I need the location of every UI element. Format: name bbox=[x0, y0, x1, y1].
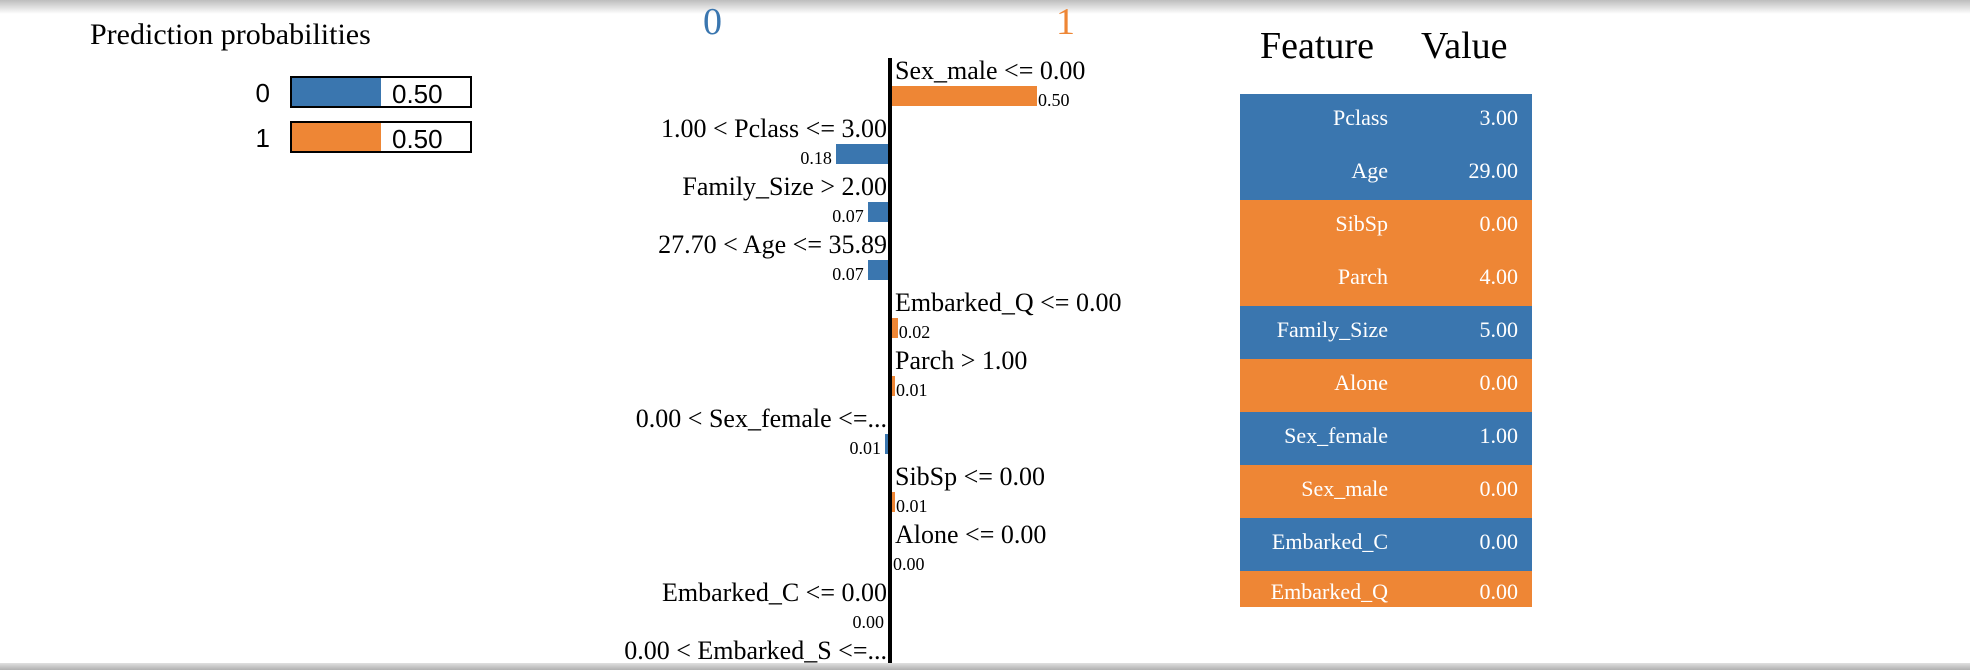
contribution-value: 0.01 bbox=[849, 438, 882, 458]
top-edge-shadow bbox=[0, 0, 1970, 14]
contribution-value: 0.00 bbox=[893, 554, 925, 574]
feature-name-cell: Alone bbox=[1334, 370, 1388, 395]
feature-table-row: Alone 0.00 bbox=[1240, 359, 1532, 412]
contribution-bar bbox=[892, 318, 898, 338]
feature-value-cell: 0.00 bbox=[1479, 370, 1519, 395]
probability-value: 0.50 bbox=[392, 124, 443, 154]
probability-class-label: 0 bbox=[255, 78, 270, 108]
feature-table-row: Sex_female 1.00 bbox=[1240, 412, 1532, 465]
feature-table-row: Age 29.00 bbox=[1240, 147, 1532, 200]
feature-label: Alone <= 0.00 bbox=[895, 520, 1047, 549]
feature-table-row: Parch 4.00 bbox=[1240, 253, 1532, 306]
probability-class-label: 1 bbox=[255, 123, 270, 153]
probability-row-1: 1 0.50 bbox=[240, 121, 480, 155]
contribution-bar bbox=[892, 86, 1037, 106]
probability-bar-box: 0.50 bbox=[290, 76, 472, 109]
feature-label: SibSp <= 0.00 bbox=[895, 462, 1045, 491]
feature-column-header: Feature bbox=[1260, 25, 1374, 67]
feature-value-cell: 3.00 bbox=[1479, 105, 1519, 130]
contribution-value: 0.00 bbox=[852, 612, 885, 632]
contribution-bar bbox=[867, 260, 888, 280]
probability-bar-fill bbox=[292, 78, 381, 106]
probability-bar-fill bbox=[292, 123, 381, 151]
feature-name-cell: SibSp bbox=[1335, 211, 1388, 236]
feature-label: 0.00 < Embarked_S <=... bbox=[624, 636, 887, 665]
feature-value-cell: 4.00 bbox=[1479, 264, 1519, 289]
contribution-value: 0.50 bbox=[1038, 90, 1070, 110]
contribution-bar bbox=[867, 202, 888, 222]
feature-label: Embarked_C <= 0.00 bbox=[661, 578, 887, 607]
contribution-bar bbox=[835, 144, 888, 164]
feature-label: 0.00 < Sex_female <=... bbox=[635, 404, 887, 433]
probability-bar-box: 0.50 bbox=[290, 121, 472, 154]
feature-name-cell: Age bbox=[1351, 158, 1388, 183]
feature-name-cell: Family_Size bbox=[1276, 317, 1388, 342]
feature-label: Sex_male <= 0.00 bbox=[895, 56, 1086, 85]
feature-value-cell: 29.00 bbox=[1468, 158, 1519, 183]
feature-label: 27.70 < Age <= 35.89 bbox=[658, 230, 887, 259]
contribution-value: 0.01 bbox=[896, 496, 928, 516]
feature-table-row: SibSp 0.00 bbox=[1240, 200, 1532, 253]
contribution-value: 0.18 bbox=[800, 148, 832, 168]
contribution-value: 0.02 bbox=[898, 322, 931, 342]
feature-label: Embarked_Q <= 0.00 bbox=[895, 288, 1122, 317]
feature-label: 1.00 < Pclass <= 3.00 bbox=[661, 114, 887, 143]
feature-label: Family_Size > 2.00 bbox=[682, 172, 887, 201]
feature-label: Parch > 1.00 bbox=[895, 346, 1028, 375]
contribution-bar bbox=[892, 492, 895, 512]
feature-value-cell: 0.00 bbox=[1479, 529, 1519, 554]
feature-table-row: Embarked_Q 0.00 bbox=[1240, 571, 1532, 607]
probability-value: 0.50 bbox=[392, 79, 443, 109]
feature-name-cell: Embarked_Q bbox=[1270, 579, 1388, 604]
feature-value-cell: 0.00 bbox=[1479, 211, 1519, 236]
bottom-edge-shadow bbox=[0, 663, 1970, 670]
contribution-value: 0.01 bbox=[896, 380, 928, 400]
feature-value-cell: 0.00 bbox=[1479, 579, 1519, 604]
contribution-bar bbox=[892, 376, 895, 396]
feature-name-cell: Embarked_C bbox=[1271, 529, 1388, 554]
prediction-probabilities-title: Prediction probabilities bbox=[90, 18, 371, 51]
feature-name-cell: Pclass bbox=[1333, 105, 1388, 130]
positive-class-heading: 1 bbox=[1056, 1, 1075, 43]
feature-name-cell: Sex_male bbox=[1301, 476, 1388, 501]
negative-class-heading: 0 bbox=[703, 1, 722, 43]
feature-table-row: Sex_male 0.00 bbox=[1240, 465, 1532, 518]
feature-table-row: Pclass 3.00 bbox=[1240, 94, 1532, 147]
feature-value-cell: 0.00 bbox=[1479, 476, 1519, 501]
feature-table-row: Embarked_C 0.00 bbox=[1240, 518, 1532, 571]
value-column-header: Value bbox=[1421, 25, 1508, 67]
probability-row-0: 0 0.50 bbox=[240, 76, 480, 110]
feature-value-cell: 5.00 bbox=[1479, 317, 1519, 342]
contribution-value: 0.07 bbox=[832, 206, 864, 226]
feature-name-cell: Sex_female bbox=[1284, 423, 1388, 448]
contribution-bar bbox=[885, 434, 888, 454]
contribution-value: 0.07 bbox=[832, 264, 864, 284]
chart-center-axis bbox=[888, 58, 892, 663]
feature-value-cell: 1.00 bbox=[1479, 423, 1519, 448]
feature-name-cell: Parch bbox=[1337, 264, 1388, 289]
feature-table-row: Family_Size 5.00 bbox=[1240, 306, 1532, 359]
